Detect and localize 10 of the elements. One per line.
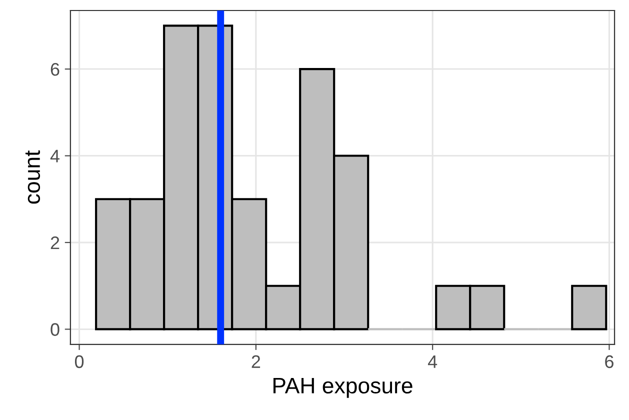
y-tick-label: 2: [50, 236, 60, 250]
x-tick-label: 2: [252, 355, 260, 368]
x-tick-label: 6: [605, 355, 614, 368]
x-tick-label: 4: [428, 355, 438, 368]
y-tick-label: 6: [50, 62, 60, 76]
y-axis-title: count: [25, 150, 40, 204]
x-tick-label: 0: [74, 355, 84, 368]
y-tick-label: 0: [50, 323, 60, 336]
x-axis-title: PAH exposure: [273, 378, 412, 398]
y-tick-label: 4: [50, 150, 60, 162]
